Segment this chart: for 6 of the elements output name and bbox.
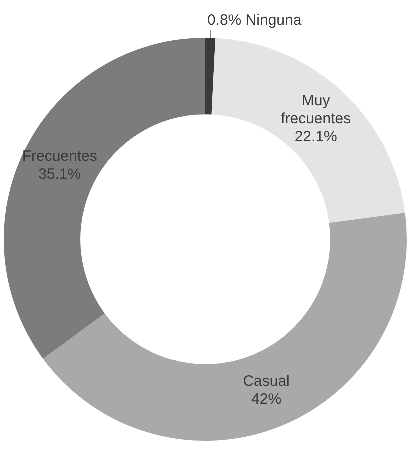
- data-label: 35.1%: [38, 166, 82, 183]
- data-label: 22.1%: [294, 128, 338, 146]
- slice-label: Casual: [243, 373, 290, 390]
- slice-label: Muy frecuentes: [281, 92, 352, 128]
- data-label: 42%: [252, 391, 282, 408]
- slice-label: 0.8% Ninguna: [207, 12, 302, 30]
